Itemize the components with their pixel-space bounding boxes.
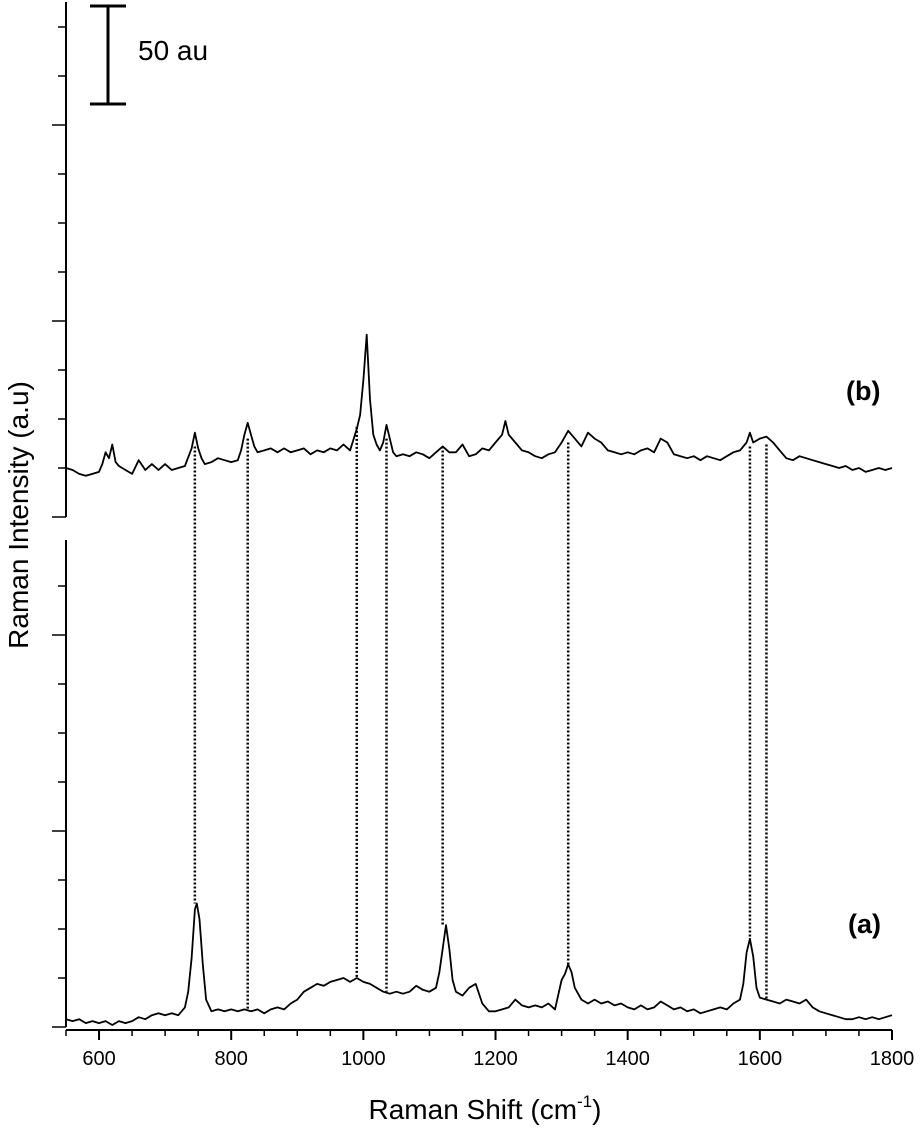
spectrum-traces (65, 333, 893, 1026)
x-tick-label-1400: 1400 (605, 1048, 650, 1070)
x-tick-label-1800: 1800 (870, 1048, 915, 1070)
series-line-a (65, 902, 893, 1026)
peak-markers (193, 426, 768, 1010)
x-tick-label-1200: 1200 (473, 1048, 518, 1070)
y-axis-title: Raman Intensity (a.u) (3, 381, 34, 649)
x-axis-title: Raman Shift (cm-1) (369, 1092, 602, 1125)
x-tick-label-1600: 1600 (738, 1048, 783, 1070)
x-tick-label-1000: 1000 (341, 1048, 386, 1070)
series-line-b (65, 333, 893, 477)
x-tick-label-800: 800 (215, 1048, 248, 1070)
x-tick-label-600: 600 (82, 1048, 115, 1070)
axes: 600 800 1000 1200 1400 1600 1800 (52, 2, 914, 1070)
trace-label-b: (b) (846, 376, 880, 406)
scale-bar: 50 au (90, 4, 208, 106)
scale-bar-label: 50 au (138, 35, 208, 66)
trace-label-a: (a) (848, 909, 881, 939)
